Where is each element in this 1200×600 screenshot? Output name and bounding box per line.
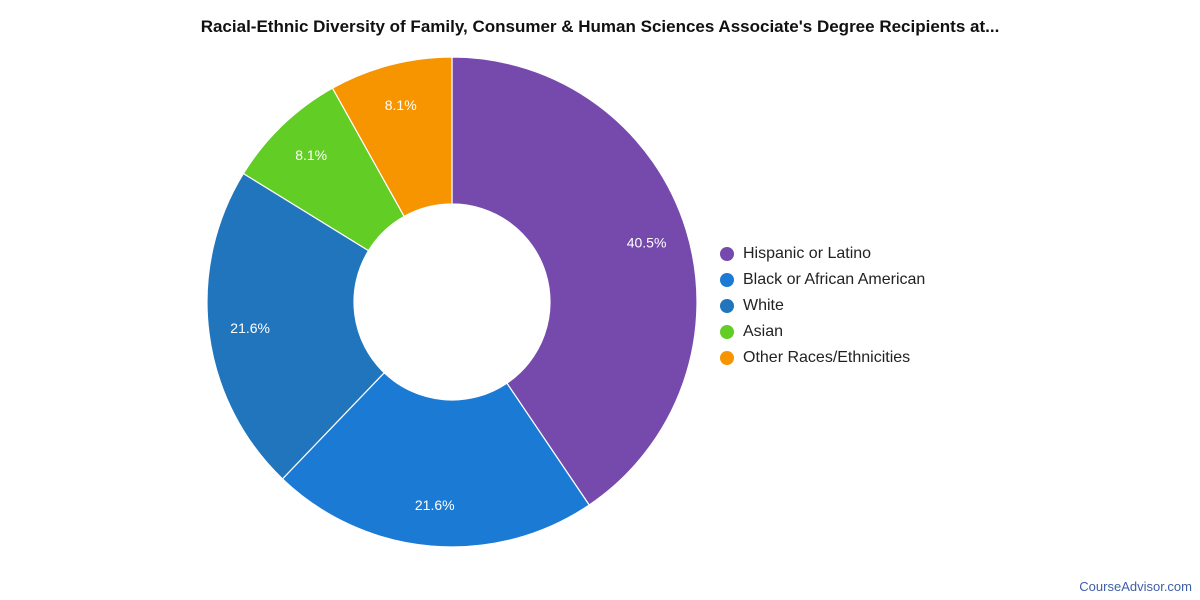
slice-label-3: 8.1%: [295, 147, 327, 163]
donut-slice-1[interactable]: [281, 371, 591, 548]
slice-label-4: 8.1%: [385, 97, 417, 113]
donut-slice-2[interactable]: [206, 172, 386, 480]
chart-title: Racial-Ethnic Diversity of Family, Consu…: [200, 17, 1000, 36]
donut-slice-0[interactable]: [451, 56, 698, 506]
legend-label: White: [743, 297, 784, 314]
legend-label: Other Races/Ethnicities: [743, 349, 911, 366]
legend-item-4[interactable]: Other Races/Ethnicities: [720, 345, 925, 371]
legend-swatch-icon: [720, 299, 734, 313]
chart-legend: Hispanic or Latino Black or African Ameri…: [720, 241, 925, 371]
watermark[interactable]: CourseAdvisor.com: [1079, 579, 1192, 594]
legend-swatch-icon: [720, 247, 734, 261]
legend-item-1[interactable]: Black or African American: [720, 267, 925, 293]
legend-swatch-icon: [720, 325, 734, 339]
legend-label: Asian: [743, 323, 784, 340]
legend-swatch-icon: [720, 351, 734, 365]
slice-label-1: 21.6%: [415, 497, 455, 513]
legend-swatch-icon: [720, 273, 734, 287]
slice-label-2: 21.6%: [230, 320, 270, 336]
legend-item-3[interactable]: Asian: [720, 319, 925, 345]
legend-item-0[interactable]: Hispanic or Latino: [720, 241, 925, 267]
legend-label: Black or African American: [743, 271, 926, 288]
slice-label-0: 40.5%: [627, 234, 667, 250]
legend-item-2[interactable]: White: [720, 293, 925, 319]
donut-slice-4[interactable]: [331, 56, 453, 218]
legend-label: Hispanic or Latino: [743, 245, 872, 262]
